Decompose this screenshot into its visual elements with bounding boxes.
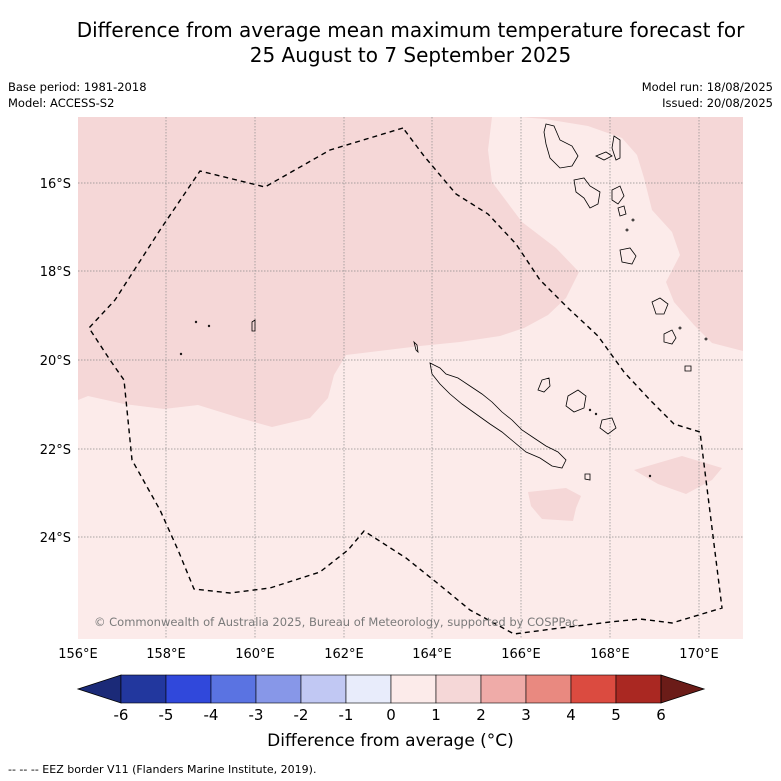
lat-tick-20s: 20°S	[40, 354, 71, 369]
colorbar-label: -2	[294, 706, 309, 724]
lat-tick-22s: 22°S	[40, 443, 71, 458]
lat-tick-16s: 16°S	[40, 177, 71, 192]
colorbar-swatch	[165, 674, 212, 704]
model-name: Model: ACCESS-S2	[8, 96, 115, 110]
anomaly-region-1-2-northeast	[519, 117, 743, 351]
colorbar-label: 5	[611, 706, 621, 724]
colorbar-swatch	[615, 674, 662, 704]
espiritu-santo-island	[543, 123, 579, 169]
colorbar-swatch	[480, 674, 527, 704]
meta-right: Model run: 18/08/2025 Issued: 20/08/2025	[642, 79, 773, 111]
colorbar-swatch	[255, 674, 302, 704]
issued-date: Issued: 20/08/2025	[662, 96, 773, 110]
lon-tick-170e: 170°E	[679, 647, 719, 662]
colorbar-label: 2	[476, 706, 486, 724]
pentecost-island	[611, 185, 625, 205]
lon-tick-160e: 160°E	[235, 647, 275, 662]
lat-tick-labels: 16°S 18°S 20°S 22°S 24°S	[40, 177, 71, 546]
colorbar-label: -4	[204, 706, 219, 724]
new-caledonia-island	[429, 362, 567, 469]
colorbar	[76, 674, 706, 704]
map-title-line1: Difference from average mean maximum tem…	[76, 18, 745, 42]
tanna-island	[663, 329, 677, 345]
mare-island	[599, 417, 617, 435]
colorbar-swatch	[210, 674, 257, 704]
belep-islets	[413, 340, 419, 354]
colorbar-labels: -6 -5 -4 -3 -2 -1 0 1 2 3 4 5 6	[114, 706, 666, 724]
copyright-text: © Commonwealth of Australia 2025, Bureau…	[94, 615, 578, 629]
ouvea-island	[537, 377, 551, 393]
colorbar-swatch	[345, 674, 392, 704]
colorbar-swatch	[435, 674, 482, 704]
base-period: Base period: 1981-2018	[8, 80, 147, 94]
ambae-island	[595, 151, 613, 161]
colorbar-swatch	[300, 674, 347, 704]
lat-tick-24s: 24°S	[40, 531, 71, 546]
colorbar-title: Difference from average (°C)	[267, 731, 514, 751]
colorbar-label: -1	[339, 706, 354, 724]
colorbar-label: -6	[114, 706, 129, 724]
lon-tick-166e: 166°E	[501, 647, 541, 662]
maewo-island	[611, 135, 621, 161]
epi-island	[617, 205, 627, 217]
colorbar-under-arrow	[76, 674, 122, 704]
lon-tick-labels: 156°E 158°E 160°E 162°E 164°E 166°E 168°…	[58, 647, 719, 662]
gridlines	[78, 117, 743, 639]
colorbar-swatch	[390, 674, 437, 704]
map-title: Difference from average mean maximum tem…	[0, 18, 781, 68]
colorbar-label: 3	[521, 706, 531, 724]
lon-tick-164e: 164°E	[412, 647, 452, 662]
erromango-island	[651, 297, 669, 315]
lon-tick-168e: 168°E	[590, 647, 630, 662]
colorbar-label: 4	[566, 706, 576, 724]
colorbar-label: 0	[386, 706, 396, 724]
colorbar-over-arrow	[660, 674, 706, 704]
map-title-line2: 25 August to 7 September 2025	[249, 43, 572, 67]
colorbar-label: 1	[431, 706, 441, 724]
lat-tick-18s: 18°S	[40, 265, 71, 280]
meta-left: Base period: 1981-2018 Model: ACCESS-S2	[8, 79, 147, 111]
map-area: © Commonwealth of Australia 2025, Bureau…	[78, 117, 743, 639]
colorbar-swatch	[570, 674, 617, 704]
lon-tick-158e: 158°E	[146, 647, 186, 662]
anomaly-patch-east	[634, 456, 722, 494]
colorbar-label: -5	[159, 706, 174, 724]
colorbar-label: 6	[656, 706, 666, 724]
colorbar-swatch	[120, 674, 167, 704]
aneityum-island	[684, 365, 692, 372]
lon-tick-156e: 156°E	[58, 647, 98, 662]
lifou-island	[565, 389, 587, 413]
colorbar-label: -3	[249, 706, 264, 724]
lon-tick-162e: 162°E	[324, 647, 364, 662]
efate-island	[619, 247, 637, 265]
anomaly-region-1-2-west	[78, 117, 579, 427]
eez-border	[88, 127, 723, 635]
model-run: Model run: 18/08/2025	[641, 80, 773, 94]
small-islets	[179, 218, 708, 478]
eez-footnote: -- -- -- EEZ border V11 (Flanders Marine…	[8, 763, 317, 776]
walpole-island	[584, 473, 591, 481]
malekula-island	[573, 177, 601, 209]
anomaly-patch-south	[528, 488, 581, 521]
colorbar-swatch	[525, 674, 572, 704]
